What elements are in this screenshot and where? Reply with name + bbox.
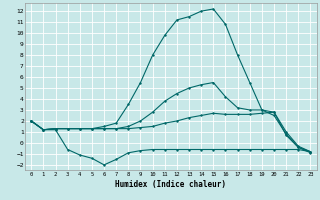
X-axis label: Humidex (Indice chaleur): Humidex (Indice chaleur): [115, 180, 226, 189]
